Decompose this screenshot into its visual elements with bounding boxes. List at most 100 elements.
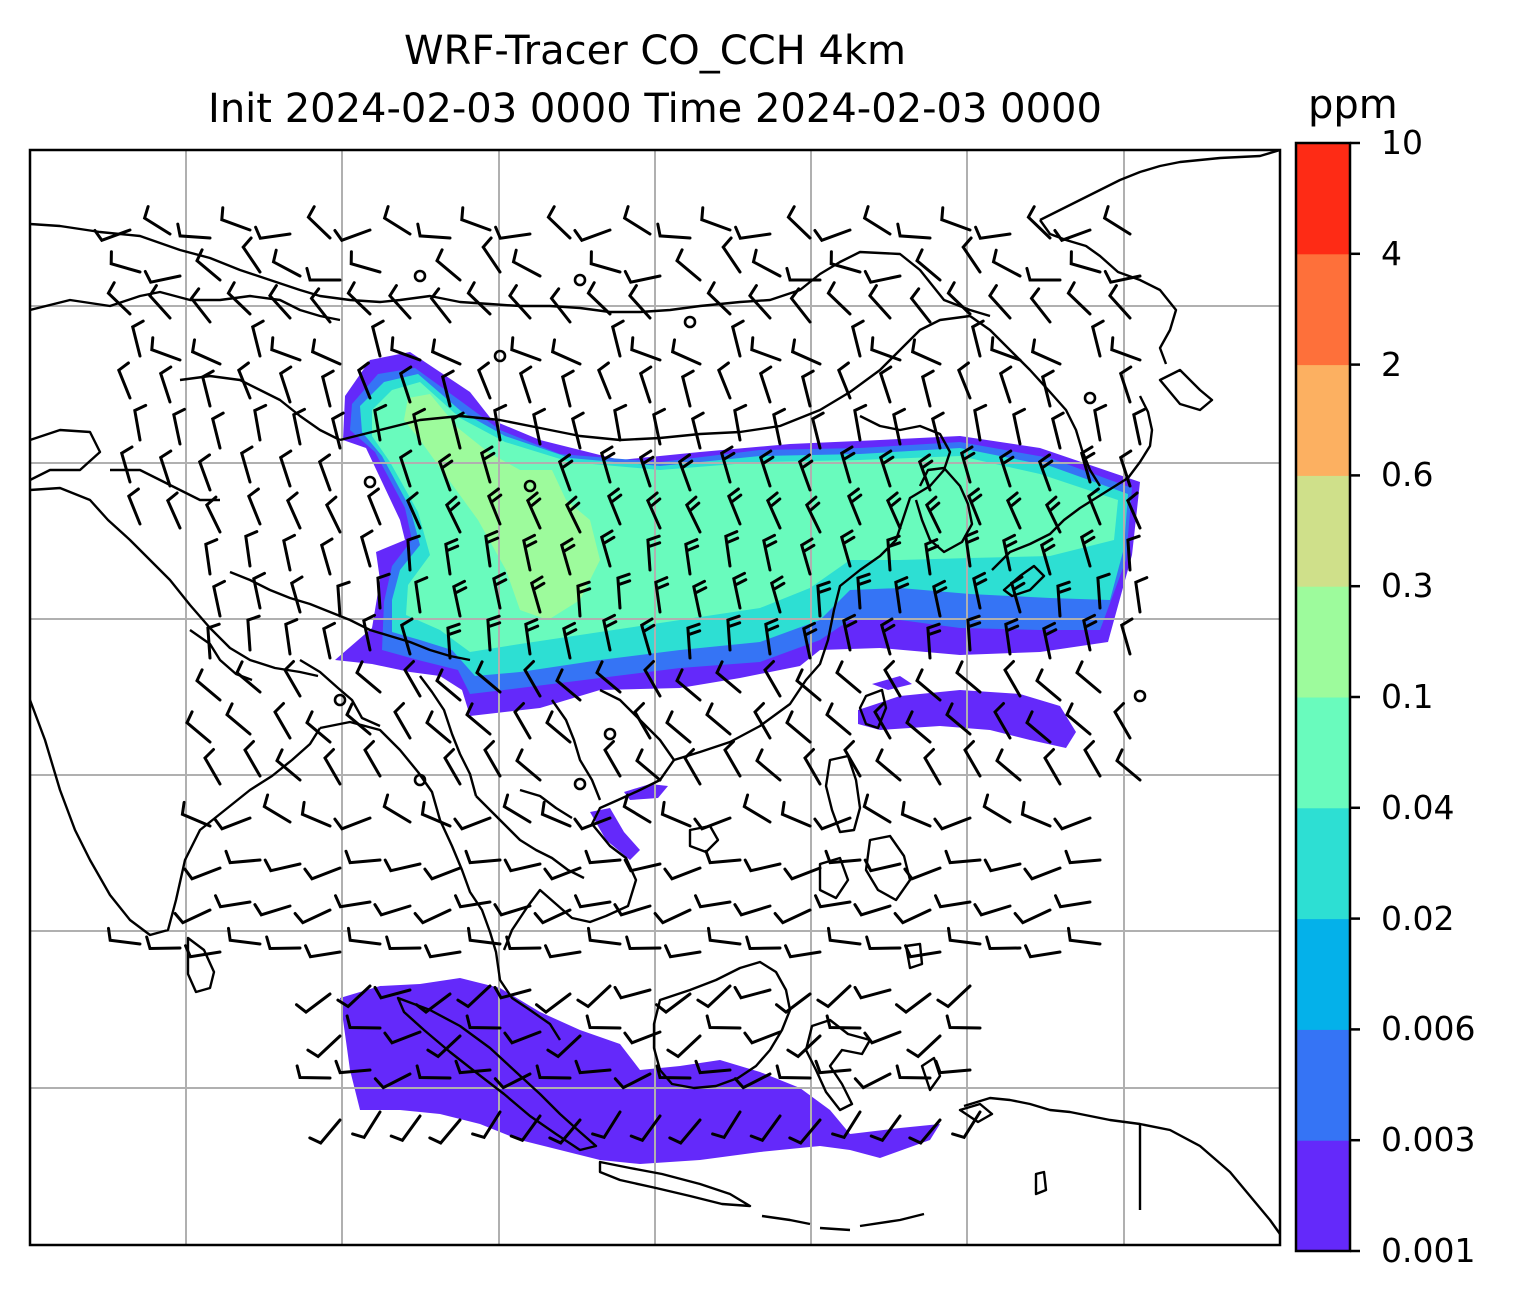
coast-hainan (688, 824, 720, 854)
wind-barb (471, 1110, 502, 1140)
wind-barb (966, 614, 982, 652)
wind-barb (944, 849, 982, 865)
wind-barb (273, 702, 292, 740)
wind-barb (210, 411, 225, 450)
wind-barb (763, 660, 782, 698)
wind-barb (623, 270, 662, 284)
wind-barb (1030, 338, 1062, 366)
wind-barb (853, 403, 868, 442)
wind-barb (1004, 618, 1020, 656)
wind-barb (246, 614, 261, 652)
wind-barb (599, 445, 616, 484)
wind-barb (906, 1034, 942, 1059)
wind-barb (732, 571, 748, 610)
wind-barb (1118, 365, 1133, 404)
wind-barb (905, 710, 932, 744)
colorbar-tick-label: 0.3 (1381, 566, 1434, 606)
colorbar-segment (1296, 697, 1350, 809)
wind-barb (677, 453, 694, 492)
wind-barb (525, 491, 542, 530)
wind-barb (373, 985, 412, 1000)
wind-barb (972, 571, 988, 610)
wind-barb (748, 284, 772, 320)
wind-barb (420, 800, 452, 828)
wind-barb (1050, 411, 1065, 450)
wind-barb (613, 985, 652, 1000)
wind-barb (804, 495, 822, 534)
wind-barb (227, 926, 262, 946)
wind-barb (623, 858, 662, 873)
wind-barb (692, 579, 708, 618)
wind-barb (359, 529, 374, 568)
wind-barb (603, 740, 622, 778)
wind-barb (795, 668, 822, 702)
wind-barb (176, 222, 212, 240)
wind-barb (724, 530, 740, 568)
wind-barb (799, 537, 816, 576)
wind-barb (940, 206, 972, 232)
wind-barb (1020, 800, 1052, 828)
wind-barb (323, 748, 342, 786)
wind-barb (1125, 491, 1142, 530)
wind-barb (306, 1034, 342, 1059)
wind-barb (424, 944, 462, 959)
wind-barb (483, 740, 502, 778)
wind-barb (275, 748, 302, 782)
colorbar-tick-label: 0.006 (1381, 1009, 1476, 1049)
coast-java (598, 1160, 752, 1208)
wind-barb (786, 1034, 822, 1059)
wind-barb (150, 336, 182, 362)
wind-barb (550, 338, 582, 366)
wind-barb (758, 449, 775, 488)
wind-barb (204, 538, 219, 576)
map-frame (28, 148, 1282, 1247)
wind-barb (951, 1110, 982, 1140)
wind-barb (253, 903, 292, 917)
wind-barb (356, 361, 372, 400)
wind-barb (574, 1059, 612, 1075)
wind-barb (646, 534, 662, 572)
wind-barb (1118, 449, 1133, 488)
wind-barb (945, 1014, 982, 1030)
wind-barb (570, 411, 585, 450)
wind-barb (1035, 668, 1062, 702)
wind-barb (909, 287, 932, 324)
wind-barb (454, 1059, 492, 1075)
wind-barb (509, 1114, 542, 1143)
wind-barb (910, 338, 942, 366)
wind-barb (197, 453, 212, 492)
wind-barb (753, 702, 772, 740)
wind-barb (622, 205, 652, 236)
wind-barb (347, 926, 382, 946)
wind-barb (602, 613, 618, 652)
wind-barb (345, 702, 372, 736)
wind-barb (656, 222, 692, 240)
wind-barb (254, 225, 292, 240)
wind-barb (440, 369, 455, 408)
wind-barb (412, 407, 426, 446)
wind-barb (904, 944, 942, 959)
wind-barb (158, 365, 173, 404)
wind-barb (959, 445, 976, 484)
wind-barb (1024, 944, 1062, 959)
wind-barb (1093, 403, 1108, 442)
wind-barb (464, 849, 502, 865)
plume-small-south-china (624, 784, 668, 800)
wind-barb (494, 225, 532, 240)
wind-barb (493, 403, 508, 442)
wind-barb (743, 1030, 782, 1045)
wind-barb (253, 403, 268, 442)
wind-barb (745, 935, 782, 951)
wind-barb (362, 613, 376, 652)
wind-barb (784, 944, 822, 959)
wind-barb (282, 533, 296, 572)
wind-barb (1009, 575, 1026, 614)
wind-barb (573, 816, 612, 831)
wind-barb (351, 1110, 382, 1140)
wind-barb (930, 411, 945, 450)
wind-barb (963, 740, 982, 778)
wind-barb (573, 228, 612, 243)
wind-barb (555, 668, 582, 702)
wind-barb (1026, 205, 1052, 240)
wind-barb (236, 361, 252, 400)
